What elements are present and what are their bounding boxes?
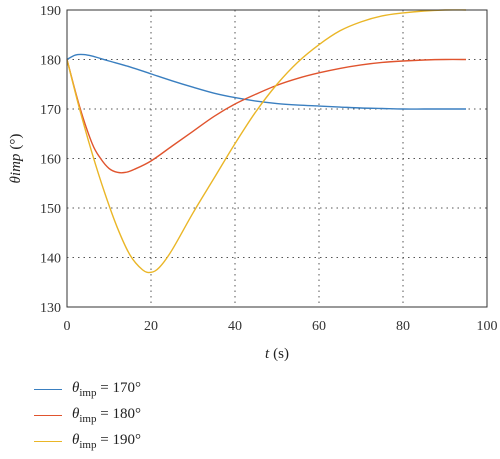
y-tick-label: 150 — [40, 202, 61, 217]
tick-labels: 0 20 40 60 80 100 130 140 150 160 170 180 190 — [40, 4, 498, 334]
legend-label: θimp = 190° — [72, 431, 141, 451]
chart-canvas: 0 20 40 60 80 100 130 140 150 160 170 180 190 t (s) θ… — [8, 4, 498, 362]
legend: θimp = 170° θimp = 180° θimp = 190° — [34, 376, 141, 454]
series-line-3 — [66, 9, 467, 274]
x-tick-label: 20 — [144, 319, 158, 334]
x-tick-label: 0 — [64, 319, 71, 334]
x-tick-label: 80 — [396, 319, 410, 334]
x-tick-label: 60 — [312, 319, 326, 334]
x-axis-label: t (s) — [265, 346, 289, 362]
y-tick-label: 140 — [40, 252, 61, 267]
series-layer — [66, 9, 467, 274]
x-tick-label: 100 — [477, 319, 498, 334]
grid-lines — [67, 10, 487, 307]
legend-item-2: θimp = 180° — [34, 402, 141, 428]
y-tick-label: 170 — [40, 103, 61, 118]
legend-label: θimp = 180° — [72, 405, 141, 425]
legend-swatch — [34, 414, 62, 416]
y-axis-label: θimp(°) — [8, 134, 24, 184]
series-line-2 — [66, 58, 467, 174]
y-tick-label: 160 — [40, 153, 61, 168]
legend-item-3: θimp = 190° — [34, 428, 141, 454]
plot-frame — [66, 9, 488, 308]
x-tick-label: 40 — [228, 319, 242, 334]
legend-swatch — [34, 440, 62, 442]
y-tick-label: 190 — [40, 4, 61, 19]
legend-label: θimp = 170° — [72, 379, 141, 399]
series-line-1 — [66, 53, 466, 110]
y-tick-label: 130 — [40, 301, 61, 316]
legend-swatch — [34, 388, 62, 390]
y-tick-label: 180 — [40, 54, 61, 69]
legend-item-1: θimp = 170° — [34, 376, 141, 402]
